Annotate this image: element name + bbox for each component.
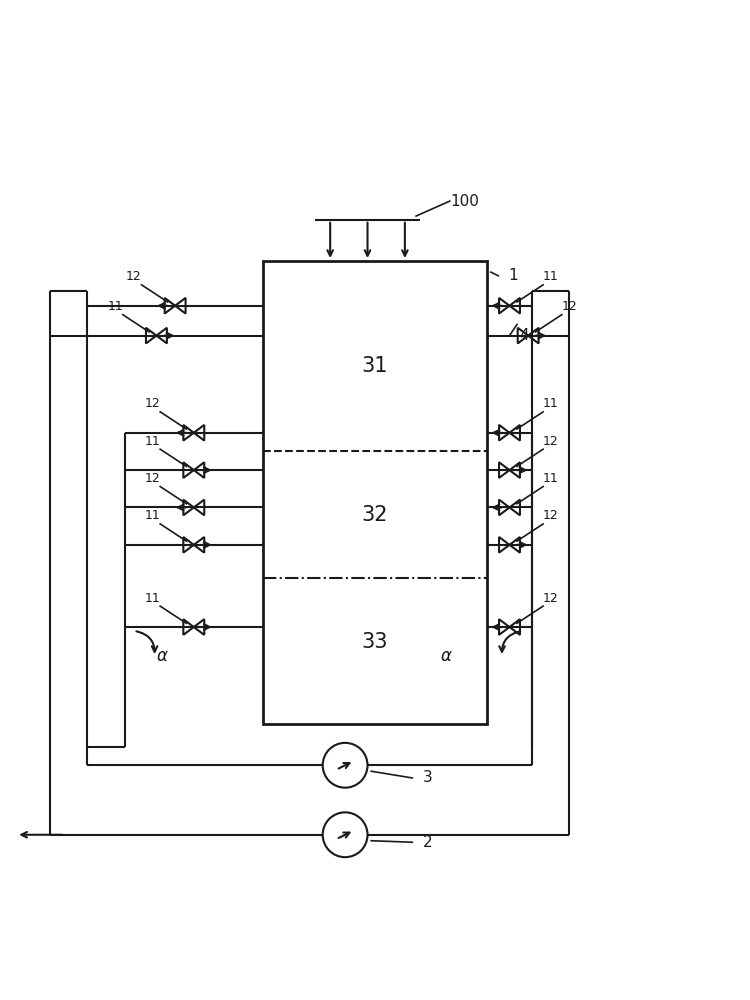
Text: 4: 4 (520, 328, 530, 343)
Text: 11: 11 (543, 397, 559, 410)
Text: 12: 12 (126, 270, 142, 283)
Text: 11: 11 (145, 509, 160, 522)
Text: 12: 12 (145, 397, 160, 410)
Text: 12: 12 (543, 509, 559, 522)
Text: 11: 11 (107, 300, 123, 313)
Text: 11: 11 (543, 270, 559, 283)
Text: 11: 11 (543, 472, 559, 485)
Text: $\alpha$: $\alpha$ (156, 647, 169, 665)
Text: 12: 12 (543, 592, 559, 605)
Text: 100: 100 (450, 194, 479, 209)
Text: 12: 12 (543, 435, 559, 448)
Text: 32: 32 (362, 505, 388, 525)
Text: 1: 1 (509, 268, 518, 283)
Bar (263, 261, 487, 724)
Text: 33: 33 (362, 632, 388, 652)
Text: 3: 3 (422, 770, 432, 785)
Text: $\alpha$: $\alpha$ (440, 647, 452, 665)
Text: 12: 12 (562, 300, 578, 313)
Text: 2: 2 (422, 835, 432, 850)
Text: 11: 11 (145, 592, 160, 605)
Text: 31: 31 (362, 356, 388, 375)
Text: 11: 11 (145, 435, 160, 448)
Text: 12: 12 (145, 472, 160, 485)
